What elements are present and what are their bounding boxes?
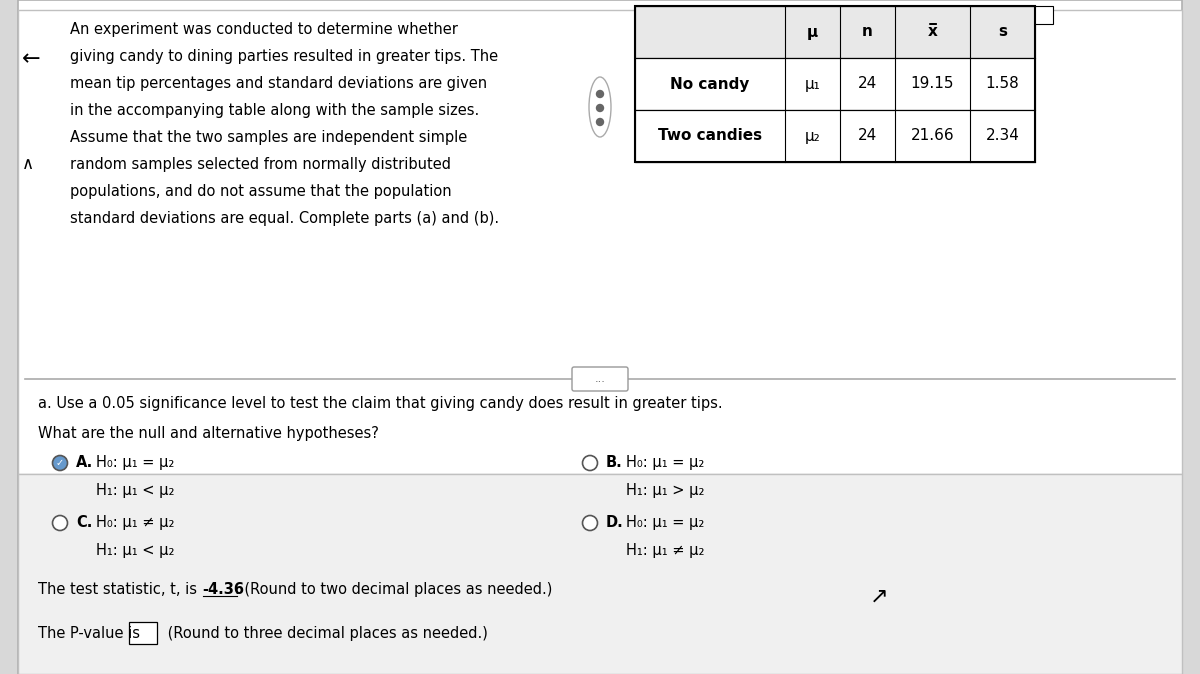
Text: -4.36: -4.36 — [203, 582, 245, 597]
Text: H₀: μ₁ = μ₂: H₀: μ₁ = μ₂ — [626, 455, 704, 470]
Bar — [635, 6, 1034, 58]
Text: The test statistic, t, is: The test statistic, t, is — [38, 582, 206, 597]
Text: ←: ← — [22, 49, 41, 69]
Bar — [128, 622, 157, 644]
Text: ✓: ✓ — [56, 458, 64, 468]
Text: mean tip percentages and standard deviations are given: mean tip percentages and standard deviat… — [70, 76, 487, 91]
Text: ∧: ∧ — [22, 155, 34, 173]
Text: n: n — [862, 24, 872, 40]
Text: μ₂: μ₂ — [805, 129, 821, 144]
Text: An experiment was conducted to determine whether: An experiment was conducted to determine… — [70, 22, 458, 37]
Text: s: s — [998, 24, 1007, 40]
Text: H₁: μ₁ ≠ μ₂: H₁: μ₁ ≠ μ₂ — [626, 543, 704, 558]
Circle shape — [596, 104, 604, 111]
Text: H₁: μ₁ < μ₂: H₁: μ₁ < μ₂ — [96, 483, 174, 498]
Text: H₀: μ₁ = μ₂: H₀: μ₁ = μ₂ — [96, 455, 174, 470]
Text: The P-value is: The P-value is — [38, 626, 140, 641]
Text: in the accompanying table along with the sample sizes.: in the accompanying table along with the… — [70, 103, 479, 118]
Circle shape — [53, 516, 67, 530]
Text: . (Round to two decimal places as needed.): . (Round to two decimal places as needed… — [235, 582, 552, 597]
Text: Two candies: Two candies — [658, 129, 762, 144]
Text: 24: 24 — [858, 129, 877, 144]
Text: μ₁: μ₁ — [805, 77, 821, 92]
Text: What are the null and alternative hypotheses?: What are the null and alternative hypoth… — [38, 426, 379, 441]
Text: H₀: μ₁ = μ₂: H₀: μ₁ = μ₂ — [626, 515, 704, 530]
Text: H₀: μ₁ ≠ μ₂: H₀: μ₁ ≠ μ₂ — [96, 515, 174, 530]
Circle shape — [582, 456, 598, 470]
Bar — [18, 474, 1182, 674]
Text: No candy: No candy — [671, 77, 750, 92]
Text: ↗: ↗ — [870, 587, 889, 607]
Text: a. Use a 0.05 significance level to test the claim that giving candy does result: a. Use a 0.05 significance level to test… — [38, 396, 722, 411]
Text: 19.15: 19.15 — [911, 77, 954, 92]
Circle shape — [582, 516, 598, 530]
Text: B.: B. — [606, 455, 623, 470]
Text: 1.58: 1.58 — [985, 77, 1019, 92]
Circle shape — [53, 456, 67, 470]
Text: (Round to three decimal places as needed.): (Round to three decimal places as needed… — [163, 626, 487, 641]
Ellipse shape — [589, 77, 611, 137]
Text: Assume that the two samples are independent simple: Assume that the two samples are independ… — [70, 130, 467, 145]
Text: giving candy to dining parties resulted in greater tips. The: giving candy to dining parties resulted … — [70, 49, 498, 64]
Bar — [635, 110, 1034, 162]
Bar — [1034, 6, 1054, 24]
Bar — [18, 10, 1182, 474]
Text: μ: μ — [806, 24, 818, 40]
Text: 21.66: 21.66 — [911, 129, 954, 144]
Text: ...: ... — [594, 374, 606, 384]
Text: random samples selected from normally distributed: random samples selected from normally di… — [70, 157, 451, 172]
Text: standard deviations are equal. Complete parts (a) and (b).: standard deviations are equal. Complete … — [70, 211, 499, 226]
Text: C.: C. — [76, 515, 92, 530]
Circle shape — [596, 119, 604, 125]
Text: D.: D. — [606, 515, 624, 530]
Text: populations, and do not assume that the population: populations, and do not assume that the … — [70, 184, 451, 199]
Bar — [635, 58, 1034, 110]
FancyBboxPatch shape — [572, 367, 628, 391]
Text: H₁: μ₁ > μ₂: H₁: μ₁ > μ₂ — [626, 483, 704, 498]
Circle shape — [596, 90, 604, 98]
Text: 2.34: 2.34 — [985, 129, 1020, 144]
Text: x̅: x̅ — [928, 24, 937, 40]
Text: H₁: μ₁ < μ₂: H₁: μ₁ < μ₂ — [96, 543, 174, 558]
Text: 24: 24 — [858, 77, 877, 92]
Bar — [635, 6, 1034, 162]
Text: A.: A. — [76, 455, 94, 470]
